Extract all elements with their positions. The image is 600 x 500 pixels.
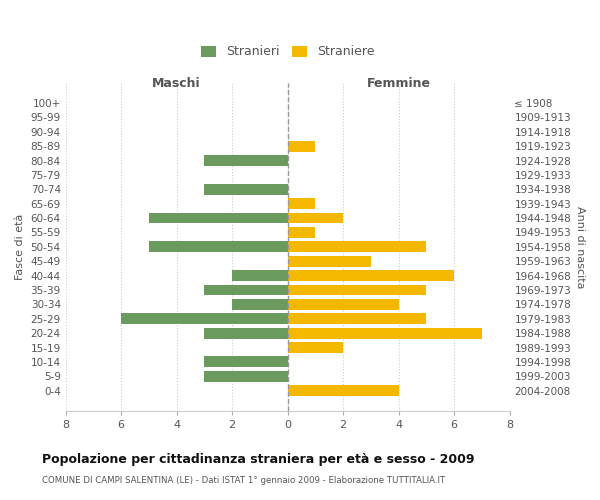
Bar [121, 314, 287, 324]
Bar [287, 256, 371, 266]
Bar [287, 314, 426, 324]
Bar [287, 342, 343, 353]
Bar [205, 284, 287, 296]
Text: Popolazione per cittadinanza straniera per età e sesso - 2009: Popolazione per cittadinanza straniera p… [42, 452, 475, 466]
Bar [149, 212, 287, 224]
Text: Maschi: Maschi [152, 77, 201, 90]
Bar [287, 242, 426, 252]
Y-axis label: Anni di nascita: Anni di nascita [575, 206, 585, 288]
Bar [287, 198, 316, 209]
Bar [287, 227, 316, 238]
Bar [287, 212, 343, 224]
Bar [205, 371, 287, 382]
Bar [149, 242, 287, 252]
Bar [205, 356, 287, 368]
Text: Femmine: Femmine [367, 77, 431, 90]
Bar [232, 270, 287, 281]
Legend: Stranieri, Straniere: Stranieri, Straniere [199, 43, 377, 61]
Bar [287, 299, 398, 310]
Bar [205, 328, 287, 338]
Bar [205, 184, 287, 194]
Text: COMUNE DI CAMPI SALENTINA (LE) - Dati ISTAT 1° gennaio 2009 - Elaborazione TUTTI: COMUNE DI CAMPI SALENTINA (LE) - Dati IS… [42, 476, 445, 485]
Bar [232, 299, 287, 310]
Bar [287, 386, 398, 396]
Y-axis label: Fasce di età: Fasce di età [15, 214, 25, 280]
Bar [287, 140, 316, 151]
Bar [287, 328, 482, 338]
Bar [287, 284, 426, 296]
Bar [205, 155, 287, 166]
Bar [287, 270, 454, 281]
